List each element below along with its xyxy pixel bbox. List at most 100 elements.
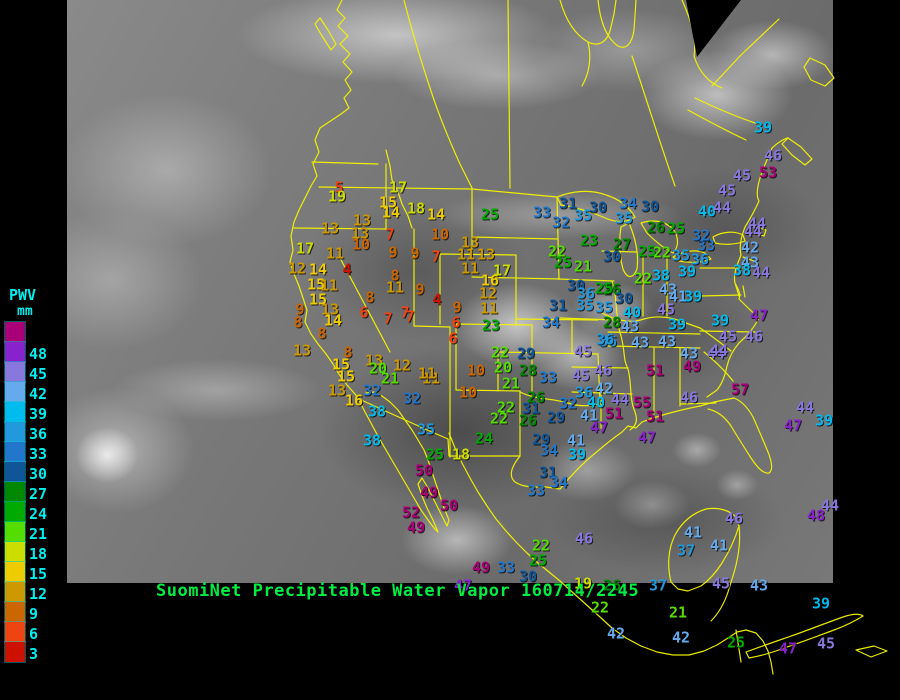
station-value: 12 — [478, 284, 498, 303]
station-value: 21 — [501, 374, 521, 393]
station-value: 35 — [594, 298, 614, 317]
station-value: 15 — [378, 193, 398, 212]
station-value: 44 — [751, 263, 771, 282]
station-value: 46 — [763, 146, 783, 165]
station-value: 39 — [814, 411, 834, 430]
legend-swatch — [5, 502, 25, 522]
legend-row: 39 — [5, 402, 47, 422]
station-value: 17 — [492, 261, 512, 280]
station-value: 45 — [718, 327, 738, 346]
station-value: 42 — [740, 238, 760, 257]
station-value: 13 — [352, 211, 372, 230]
station-value: 39 — [710, 311, 730, 330]
station-value: 47 — [778, 639, 798, 658]
station-value: 7 — [383, 309, 393, 328]
station-value: 47 — [589, 418, 609, 437]
station-value: 39 — [811, 594, 831, 613]
station-value: 11 — [385, 278, 405, 297]
station-value: 8 — [317, 324, 327, 343]
station-value: 14 — [381, 203, 401, 222]
station-value: 40 — [622, 303, 642, 322]
station-value: 11 — [421, 369, 441, 388]
station-value: 21 — [668, 603, 688, 622]
legend-row: 36 — [5, 422, 47, 442]
station-value: 15 — [306, 275, 326, 294]
station-value: 26 — [602, 280, 622, 299]
station-value: 42 — [606, 624, 626, 643]
station-value: 41 — [709, 536, 729, 555]
station-value: 17 — [388, 178, 408, 197]
legend-unit: mm — [17, 304, 33, 319]
station-value: 10 — [466, 361, 486, 380]
station-value: 13 — [350, 224, 370, 243]
station-value: 22 — [633, 269, 653, 288]
station-value: 11 — [456, 245, 476, 264]
station-value: 35 — [416, 420, 436, 439]
station-value: 49 — [471, 558, 491, 577]
station-value: 14 — [426, 205, 446, 224]
station-value: 6 — [451, 313, 461, 332]
station-value: 38 — [362, 431, 382, 450]
station-value: 19 — [573, 574, 593, 593]
station-value: 17 — [295, 239, 315, 258]
legend-swatch — [5, 422, 25, 442]
station-value: 15 — [331, 355, 351, 374]
legend-row: 45 — [5, 362, 47, 382]
station-value: 30 — [518, 567, 538, 586]
pwv-legend: PWV mm 48 45 42 39 36 33 30 27 24 21 18 15 12 9 6 3 — [5, 288, 47, 662]
station-value: 45 — [711, 574, 731, 593]
station-value: 31 — [548, 296, 568, 315]
station-value: 45 — [732, 166, 752, 185]
legend-value: 3 — [29, 645, 39, 663]
station-value: 43 — [657, 332, 677, 351]
legend-swatch — [5, 382, 25, 402]
station-value: 4 — [342, 260, 352, 279]
station-value: 44 — [709, 341, 729, 360]
legend-swatch — [5, 362, 25, 382]
station-value: 27 — [612, 235, 632, 254]
station-value: 33 — [532, 203, 552, 222]
station-value: 22 — [531, 536, 551, 555]
station-value: 43 — [658, 280, 678, 299]
station-value: 34 — [549, 473, 569, 492]
station-value: 51 — [645, 407, 665, 426]
station-value: 18 — [451, 445, 471, 464]
station-value: 44 — [795, 398, 815, 417]
station-value: 41 — [566, 431, 586, 450]
legend-swatch — [5, 462, 25, 482]
station-value: 44 — [747, 214, 767, 233]
station-value: 20 — [493, 358, 513, 377]
station-value: 44 — [820, 496, 840, 515]
station-value: 11 — [319, 276, 339, 295]
station-value: 11 — [460, 259, 480, 278]
station-value: 28 — [602, 313, 622, 332]
station-value: 36 — [690, 250, 710, 269]
station-value: 45 — [816, 634, 836, 653]
station-value: 49 — [406, 518, 426, 537]
station-value: 19 — [327, 187, 347, 206]
station-value: 13 — [460, 233, 480, 252]
station-value: 16 — [344, 391, 364, 410]
station-value: 28 — [518, 361, 538, 380]
legend-row: 48 — [5, 342, 47, 362]
station-value: 40 — [697, 202, 717, 221]
legend-row: 27 — [5, 482, 47, 502]
station-value: 9 — [452, 298, 462, 317]
station-value: 6 — [359, 303, 369, 322]
station-value: 39 — [753, 118, 773, 137]
station-value: 47 — [637, 428, 657, 447]
station-value: 32 — [691, 226, 711, 245]
station-value: 51 — [645, 361, 665, 380]
legend-row — [5, 322, 47, 342]
legend-swatch — [5, 602, 25, 622]
station-value: 36 — [595, 330, 615, 349]
legend-row: 9 — [5, 602, 47, 622]
station-value: 46 — [744, 327, 764, 346]
station-value: 8 — [365, 288, 375, 307]
station-value: 22 — [590, 598, 610, 617]
station-value: 41 — [579, 406, 599, 425]
legend-row: 24 — [5, 502, 47, 522]
station-value: 33 — [696, 236, 716, 255]
station-value: 11 — [417, 364, 437, 383]
station-value: 5 — [334, 178, 344, 197]
